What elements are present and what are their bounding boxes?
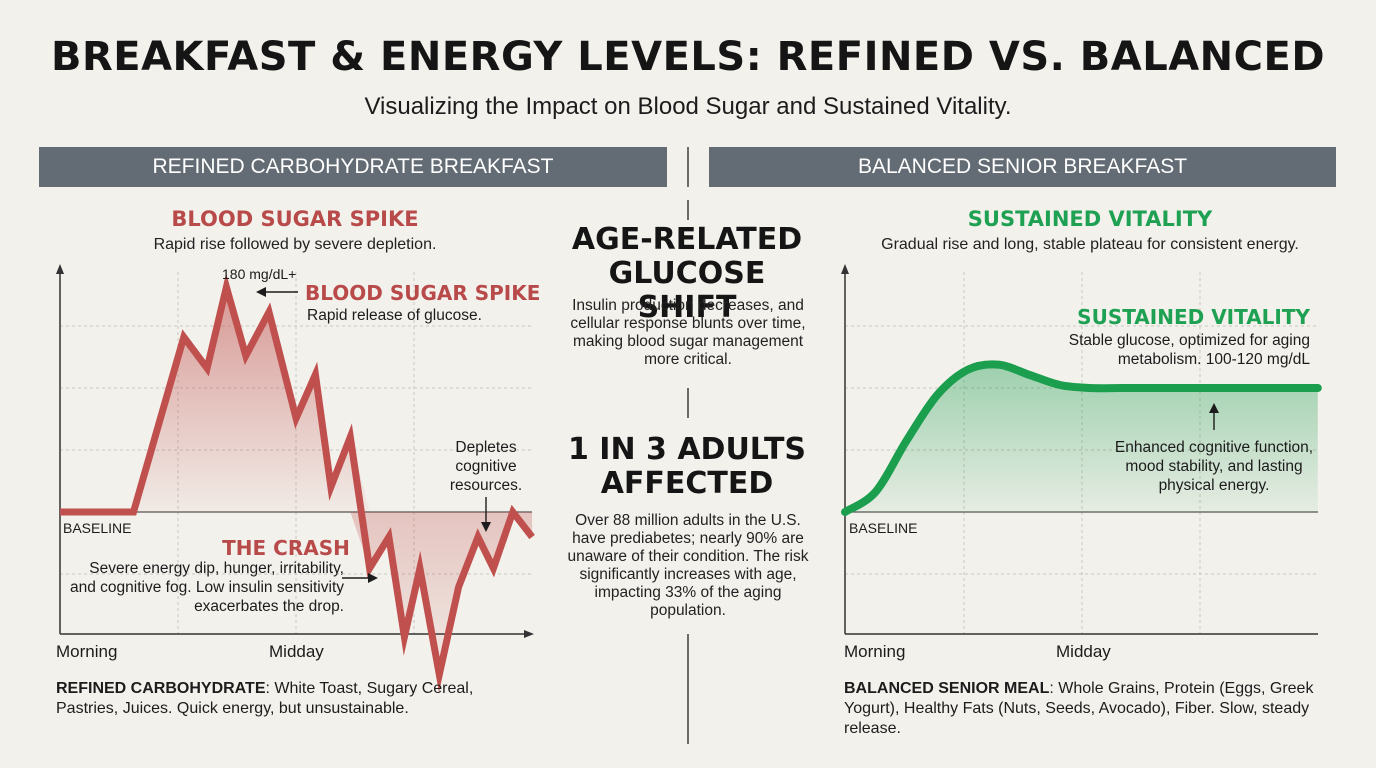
plateau-desc: Stable glucose, optimized for aging meta… — [1068, 332, 1310, 368]
page-subtitle: Visualizing the Impact on Blood Sugar an… — [364, 93, 1012, 120]
right-y-axis-arrow — [841, 264, 849, 274]
depletes-note: Depletes cognitive resources. — [449, 439, 523, 494]
divider-segment-3 — [687, 634, 689, 744]
crash-arrow-head — [368, 573, 378, 583]
center-paragraph-prediabetes: Over 88 million adults in the U.S. have … — [567, 512, 809, 619]
divider-segment-1 — [687, 200, 689, 220]
left-y-axis-arrow — [56, 264, 64, 274]
right-section-subtitle: Gradual rise and long, stable plateau fo… — [881, 236, 1299, 253]
spike-arrow-head — [256, 287, 266, 297]
right-bottom-description: BALANCED SENIOR MEAL: Whole Grains, Prot… — [844, 679, 1344, 739]
right-baseline-label: BASELINE — [849, 520, 918, 536]
right-bottom-rest: : Whole Grains, Protein (Eggs, Greek Yog… — [844, 680, 1314, 737]
right-bottom-bold: BALANCED SENIOR MEAL — [844, 680, 1050, 697]
left-area-above-baseline — [60, 287, 533, 512]
left-x-label-morning: Morning — [56, 642, 118, 661]
left-section-title: BLOOD SUGAR SPIKE — [171, 207, 419, 231]
left-area-below-baseline — [60, 512, 533, 675]
left-baseline-label: BASELINE — [63, 520, 132, 536]
right-glucose-line — [841, 360, 1322, 516]
left-x-axis-arrow — [524, 630, 534, 638]
benefit-note: Enhanced cognitive function, mood stabil… — [1114, 439, 1314, 494]
plateau-title: SUSTAINED VITALITY — [1077, 305, 1310, 329]
benefit-arrow-head — [1209, 403, 1219, 413]
spike-annotation-desc: Rapid release of glucose. — [307, 307, 482, 324]
right-x-label-morning: Morning — [844, 642, 906, 661]
center-heading-glucose-shift: AGE-RELATED GLUCOSE SHIFT — [571, 222, 803, 325]
depletes-arrow-head — [481, 522, 491, 532]
crash-title: THE CRASH — [222, 536, 350, 560]
right-section-title: SUSTAINED VITALITY — [967, 207, 1213, 231]
divider-top — [687, 147, 689, 187]
right-x-label-midday: Midday — [1056, 642, 1111, 661]
left-glucose-line — [60, 273, 535, 693]
right-area-fill — [845, 364, 1318, 512]
divider-segment-2 — [687, 388, 689, 418]
page-title: BREAKFAST & ENERGY LEVELS: REFINED VS. B… — [50, 34, 1326, 80]
left-section-subtitle: Rapid rise followed by severe depletion. — [153, 236, 437, 253]
right-panel-header: BALANCED SENIOR BREAKFAST — [709, 147, 1336, 187]
left-bottom-rest: : White Toast, Sugary Cereal, Pastries, … — [56, 680, 474, 717]
left-x-label-midday: Midday — [269, 642, 324, 661]
crash-desc: Severe energy dip, hunger, irritability,… — [70, 560, 344, 615]
center-paragraph-glucose-shift: Insulin production decreases, and cellul… — [570, 297, 806, 368]
spike-annotation-title: BLOOD SUGAR SPIKE — [305, 281, 541, 305]
left-bottom-description: REFINED CARBOHYDRATE: White Toast, Sugar… — [56, 679, 526, 719]
left-panel-header: REFINED CARBOHYDRATE BREAKFAST — [39, 147, 667, 187]
center-heading-adults-affected: 1 IN 3 ADULTS AFFECTED — [567, 432, 807, 501]
peak-label: 180 mg/dL+ — [222, 266, 297, 282]
left-bottom-bold: REFINED CARBOHYDRATE — [56, 680, 266, 697]
